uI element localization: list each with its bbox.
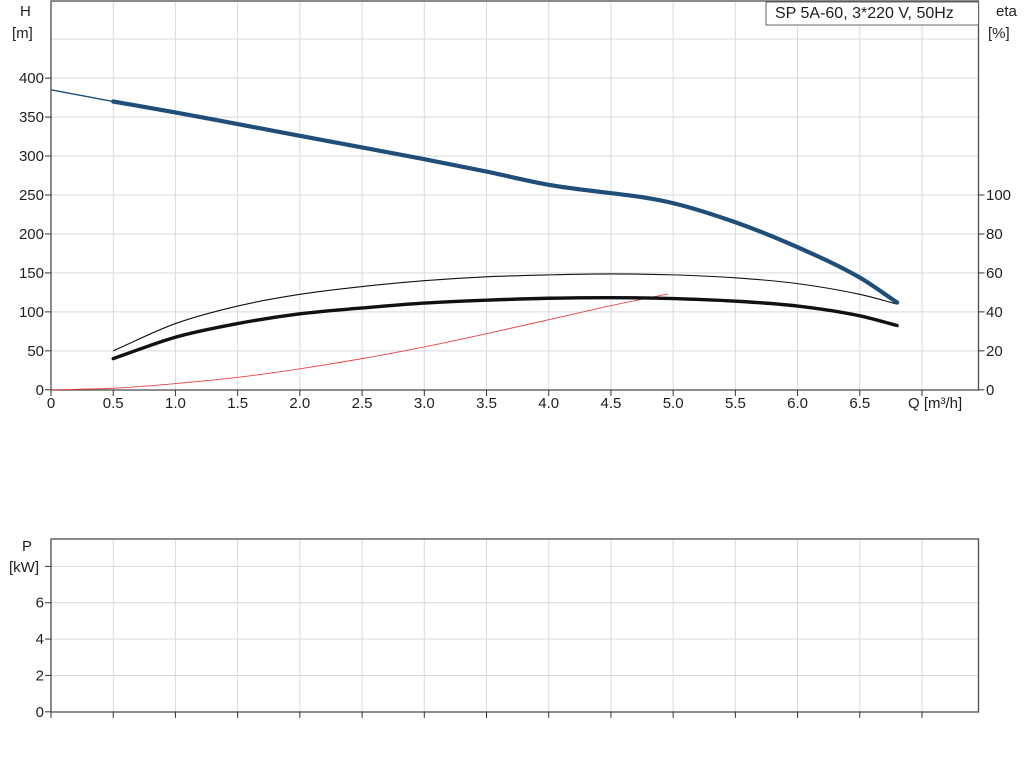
svg-text:6.5: 6.5 <box>849 395 870 412</box>
svg-text:0: 0 <box>36 382 44 399</box>
svg-text:80: 80 <box>986 226 1003 243</box>
svg-text:4.0: 4.0 <box>538 395 559 412</box>
svg-text:250: 250 <box>19 187 44 204</box>
svg-text:Q [m³/h]: Q [m³/h] <box>908 395 962 412</box>
svg-text:[m]: [m] <box>12 25 33 42</box>
svg-text:6.0: 6.0 <box>787 395 808 412</box>
svg-text:0: 0 <box>36 704 44 721</box>
svg-text:eta: eta <box>996 3 1018 20</box>
svg-text:2.0: 2.0 <box>289 395 310 412</box>
svg-text:2: 2 <box>36 667 44 684</box>
svg-text:H: H <box>20 3 31 20</box>
svg-text:4: 4 <box>36 631 44 648</box>
svg-text:60: 60 <box>986 265 1003 282</box>
svg-text:5.0: 5.0 <box>663 395 684 412</box>
svg-text:P: P <box>22 538 32 555</box>
svg-text:[kW]: [kW] <box>9 559 39 576</box>
svg-text:0: 0 <box>986 382 994 399</box>
svg-text:200: 200 <box>19 226 44 243</box>
svg-text:1.0: 1.0 <box>165 395 186 412</box>
svg-text:5.5: 5.5 <box>725 395 746 412</box>
svg-text:150: 150 <box>19 265 44 282</box>
svg-text:SP 5A-60, 3*220 V, 50Hz: SP 5A-60, 3*220 V, 50Hz <box>775 5 954 22</box>
svg-text:[%]: [%] <box>988 25 1010 42</box>
svg-text:100: 100 <box>19 304 44 321</box>
svg-text:4.5: 4.5 <box>601 395 622 412</box>
svg-text:100: 100 <box>986 187 1011 204</box>
svg-text:350: 350 <box>19 109 44 126</box>
svg-text:3.5: 3.5 <box>476 395 497 412</box>
svg-text:50: 50 <box>27 343 44 360</box>
svg-text:20: 20 <box>986 343 1003 360</box>
svg-text:2.5: 2.5 <box>352 395 373 412</box>
svg-text:0.5: 0.5 <box>103 395 124 412</box>
svg-text:1.5: 1.5 <box>227 395 248 412</box>
svg-text:0: 0 <box>47 395 55 412</box>
svg-text:40: 40 <box>986 304 1003 321</box>
svg-text:400: 400 <box>19 70 44 87</box>
svg-text:3.0: 3.0 <box>414 395 435 412</box>
svg-text:6: 6 <box>36 595 44 612</box>
svg-text:300: 300 <box>19 148 44 165</box>
